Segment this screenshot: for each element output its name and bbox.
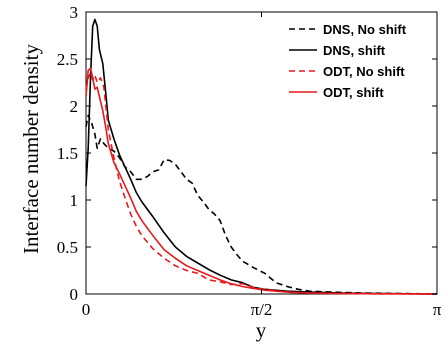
y-tick-label: 2.5 — [57, 50, 78, 69]
x-tick-label: π — [433, 300, 442, 319]
legend-label: ODT, No shift — [323, 64, 405, 79]
series-layer — [85, 18, 437, 295]
series-line-1 — [85, 114, 437, 295]
legend-label: DNS, shift — [323, 43, 386, 58]
legend-label: ODT, shift — [323, 85, 384, 100]
y-tick-label: 0 — [70, 285, 79, 304]
x-tick-label: 0 — [82, 300, 91, 319]
y-tick-label: 3 — [70, 3, 79, 22]
legend: DNS, No shift DNS, shift ODT, No shift ODT,… — [289, 22, 407, 100]
y-tick-label: 1.5 — [57, 144, 78, 163]
series-line-4 — [85, 67, 437, 295]
axis-ticks: 0 π/2 π 0 0.5 1 1.5 2 2.5 3 — [57, 3, 442, 319]
y-tick-label: 2 — [70, 97, 79, 116]
x-tick-label: π/2 — [251, 300, 273, 319]
y-tick-label: 0.5 — [57, 238, 78, 257]
y-axis-label: Interface number density — [19, 44, 43, 254]
y-tick-label: 1 — [70, 191, 79, 210]
series-line-2 — [85, 18, 437, 295]
series-line-3 — [85, 72, 437, 295]
x-axis-label: y — [256, 318, 267, 342]
legend-label: DNS, No shift — [323, 22, 407, 37]
